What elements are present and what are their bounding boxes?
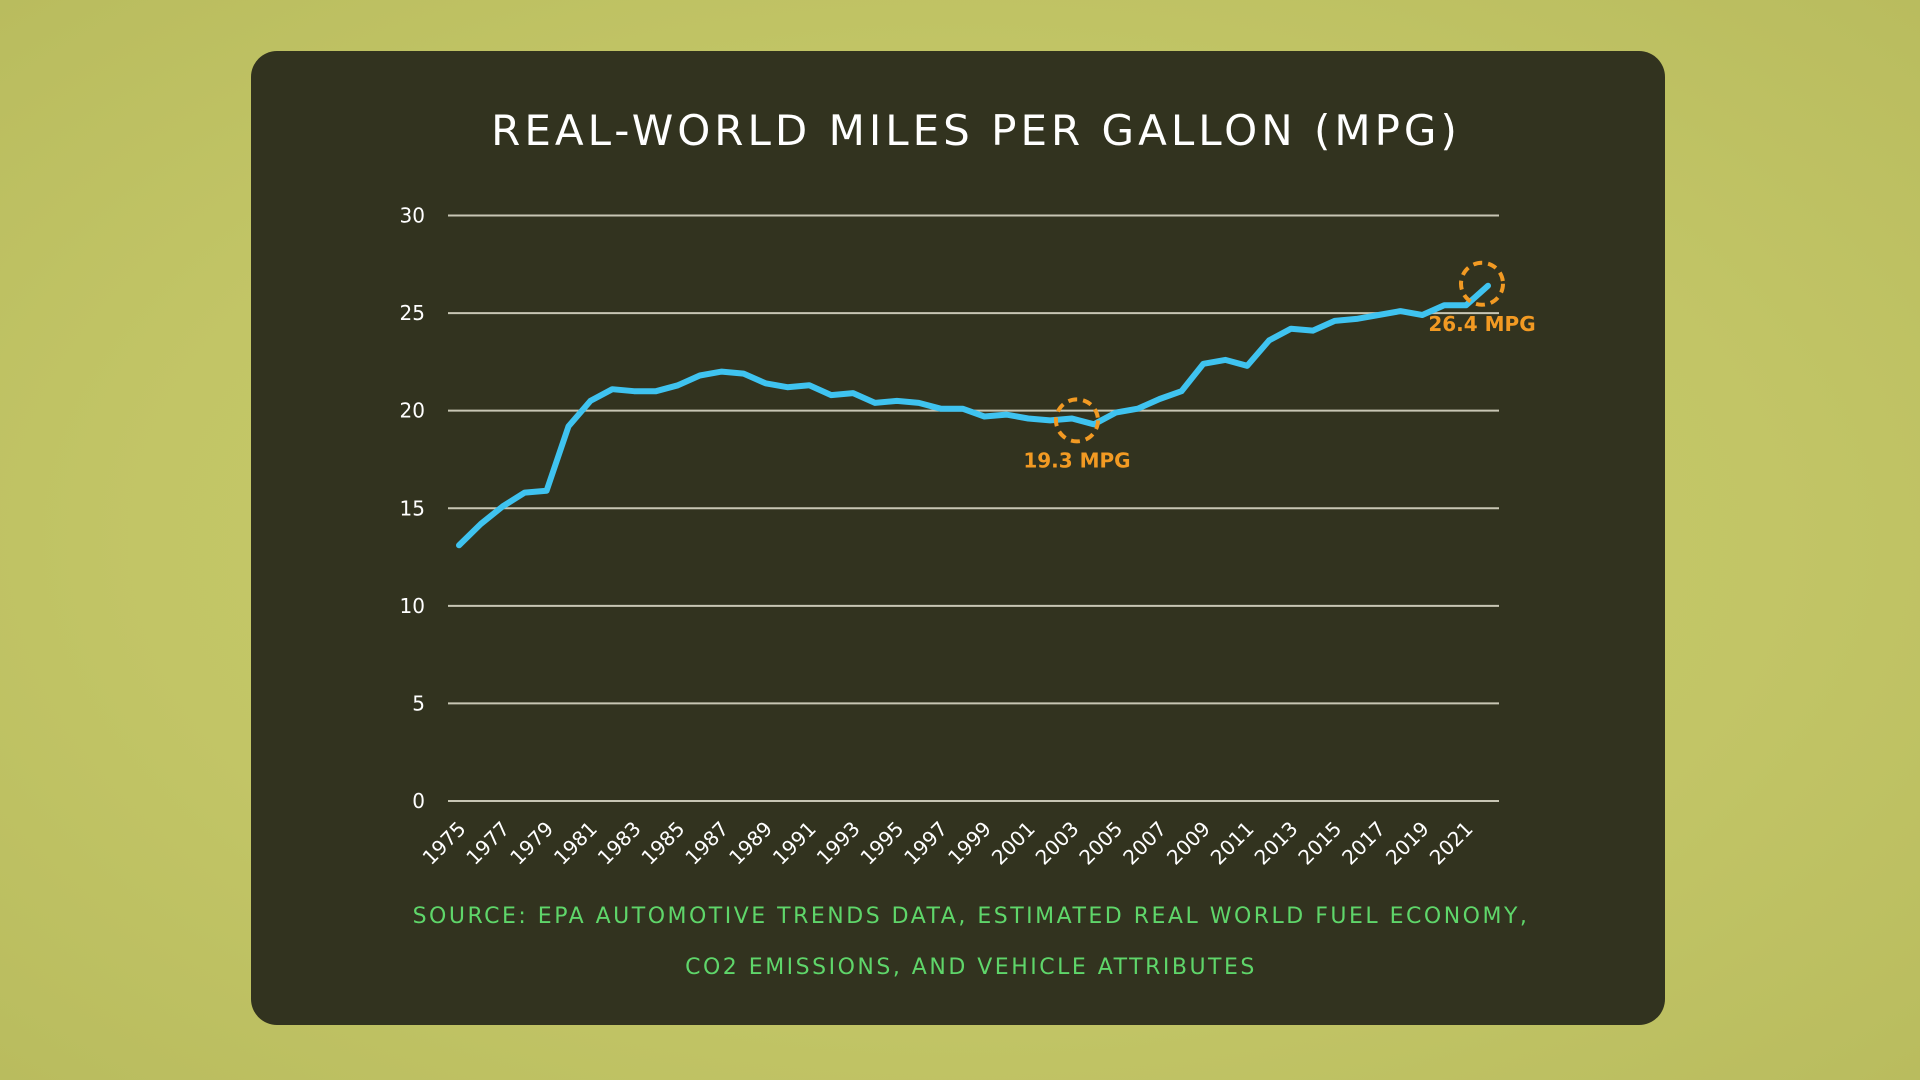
annotations: 19.3 MPG 26.4 MPG — [1023, 260, 1536, 472]
x-tick-label: 2013 — [1250, 817, 1303, 870]
x-tick-label: 2019 — [1381, 817, 1434, 870]
x-tick-label: 1981 — [549, 817, 602, 870]
y-tick-label: 5 — [412, 691, 425, 715]
x-axis-ticks: 1975197719791981198319851987198919911993… — [418, 817, 1478, 870]
x-tick-label: 1983 — [593, 817, 646, 870]
y-tick-label: 10 — [400, 594, 425, 618]
annotation-label: 19.3 MPG — [1023, 448, 1130, 472]
x-tick-label: 2017 — [1337, 817, 1390, 870]
x-tick-label: 1995 — [855, 817, 908, 870]
x-tick-label: 2009 — [1162, 817, 1215, 870]
x-tick-label: 1975 — [418, 817, 471, 870]
chart-title: REAL-WORLD MILES PER GALLON (MPG) — [491, 106, 1461, 155]
series — [456, 282, 1491, 549]
y-tick-label: 0 — [412, 789, 425, 813]
x-tick-label: 1987 — [680, 817, 733, 870]
x-tick-label: 1999 — [943, 817, 996, 870]
x-tick-label: 2015 — [1293, 817, 1346, 870]
annotation-circle — [1459, 260, 1505, 307]
x-tick-label: 1977 — [461, 817, 514, 870]
y-tick-label: 30 — [400, 204, 425, 228]
gridlines — [448, 214, 1499, 802]
source-line-1: SOURCE: EPA AUTOMOTIVE TRENDS DATA, ESTI… — [413, 904, 1530, 929]
x-tick-label: 1997 — [899, 817, 952, 870]
x-tick-label: 2001 — [987, 817, 1040, 870]
x-tick-label: 2021 — [1425, 817, 1478, 870]
x-tick-label: 1979 — [505, 817, 558, 870]
chart-card — [251, 51, 1665, 1025]
annotation-label: 26.4 MPG — [1428, 312, 1535, 336]
source-line-2: CO2 EMISSIONS, AND VEHICLE ATTRIBUTES — [685, 955, 1257, 980]
annotation-circle — [1053, 397, 1100, 444]
x-tick-label: 1991 — [768, 817, 821, 870]
x-tick-label: 2011 — [1206, 817, 1259, 870]
x-tick-label: 2003 — [1031, 817, 1084, 870]
y-tick-label: 20 — [400, 399, 425, 423]
x-tick-label: 1989 — [724, 817, 777, 870]
x-tick-label: 1993 — [812, 817, 865, 870]
x-tick-label: 2005 — [1074, 817, 1127, 870]
x-tick-label: 2007 — [1118, 817, 1171, 870]
x-tick-label: 1985 — [637, 817, 690, 870]
mpg-line — [456, 282, 1491, 549]
y-tick-label: 15 — [400, 496, 425, 520]
y-tick-label: 25 — [400, 301, 425, 325]
y-axis-ticks: 0 5 10 15 20 25 30 — [400, 204, 425, 814]
